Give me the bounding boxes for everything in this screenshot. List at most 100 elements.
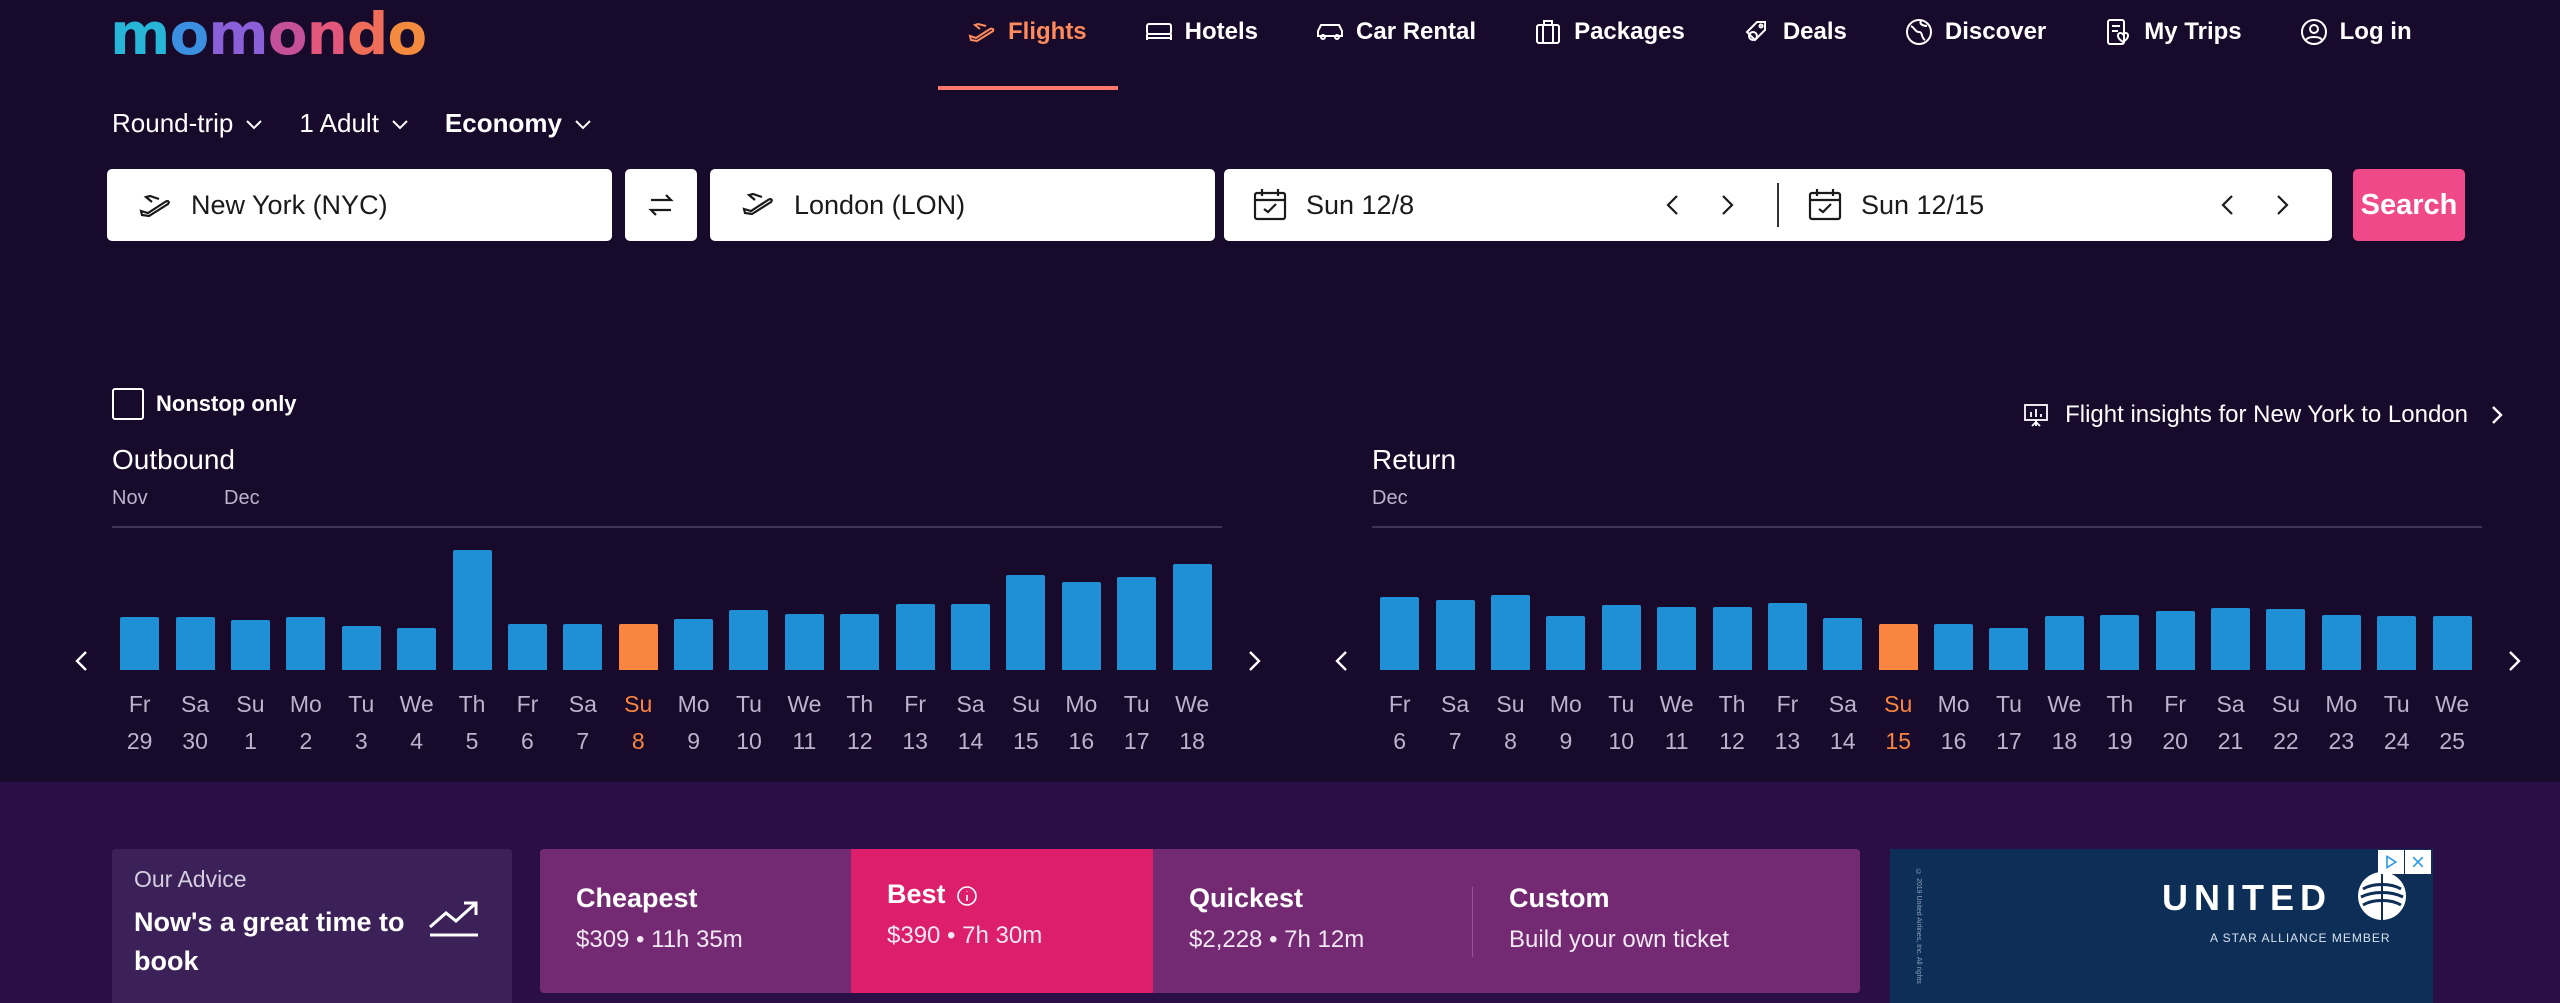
bar-column[interactable]	[943, 530, 998, 670]
return-date-label[interactable]: We 18	[2037, 686, 2092, 760]
outbound-date-label[interactable]: Th 5	[444, 686, 499, 760]
travelers-dropdown[interactable]: 1 Adult	[299, 108, 411, 139]
return-date-label[interactable]: Mo 23	[2314, 686, 2369, 760]
return-price-bar[interactable]	[2155, 611, 2195, 670]
bar-column[interactable]	[998, 530, 1053, 670]
destination-field[interactable]: London (LON)	[710, 169, 1215, 241]
return-price-bar[interactable]	[2211, 608, 2251, 670]
bar-column[interactable]	[2203, 530, 2258, 670]
return-price-bar[interactable]	[1601, 605, 1641, 670]
outbound-price-bar[interactable]	[563, 624, 603, 670]
return-date-label[interactable]: Th 12	[1704, 686, 1759, 760]
search-button[interactable]: Search	[2353, 169, 2465, 241]
outbound-date-label[interactable]: Sa 30	[167, 686, 222, 760]
outbound-price-bar[interactable]	[840, 614, 880, 670]
return-price-bar[interactable]	[2377, 616, 2417, 670]
nav-packages[interactable]: Packages	[1504, 0, 1713, 64]
bar-column[interactable]	[444, 530, 499, 670]
chevron-left-icon[interactable]	[2214, 191, 2242, 219]
return-price-bar[interactable]	[1490, 595, 1530, 670]
nonstop-checkbox[interactable]	[112, 388, 144, 420]
return-date-field[interactable]: Sun 12/15	[1779, 169, 2332, 241]
chevron-right-icon[interactable]	[2268, 191, 2296, 219]
bar-column[interactable]	[555, 530, 610, 670]
bar-column[interactable]	[832, 530, 887, 670]
bar-column[interactable]	[2147, 530, 2202, 670]
outbound-date-label[interactable]: We 18	[1164, 686, 1219, 760]
bar-column[interactable]	[1538, 530, 1593, 670]
momondo-logo[interactable]: momondo	[110, 4, 427, 64]
outbound-next-icon[interactable]	[1240, 647, 1268, 675]
depart-date-field[interactable]: Sun 12/8	[1224, 169, 1777, 241]
bar-column[interactable]	[2314, 530, 2369, 670]
ad-close-icon[interactable]	[2405, 850, 2431, 874]
outbound-date-label[interactable]: Su 15	[998, 686, 1053, 760]
return-date-label[interactable]: Tu 17	[1981, 686, 2036, 760]
bar-column[interactable]	[1760, 530, 1815, 670]
return-date-label[interactable]: Su 15	[1871, 686, 1926, 760]
tab-custom[interactable]: Custom Build your own ticket	[1473, 849, 1860, 993]
united-ad-banner[interactable]: © 2019 United Airlines, Inc. All rights …	[1890, 849, 2433, 1003]
return-price-bar[interactable]	[1767, 603, 1807, 670]
return-price-bar[interactable]	[1712, 607, 1752, 670]
return-price-bar[interactable]	[1546, 616, 1586, 670]
outbound-date-label[interactable]: Mo 2	[278, 686, 333, 760]
chevron-right-icon[interactable]	[1713, 191, 1741, 219]
tab-cheapest[interactable]: Cheapest $309 • 11h 35m	[540, 849, 851, 993]
return-date-label[interactable]: We 11	[1649, 686, 1704, 760]
return-price-bar[interactable]	[2044, 616, 2084, 670]
return-date-label[interactable]: Th 19	[2092, 686, 2147, 760]
return-date-label[interactable]: Tu 24	[2369, 686, 2424, 760]
tab-quickest[interactable]: Quickest $2,228 • 7h 12m	[1153, 849, 1473, 993]
bar-column[interactable]	[1483, 530, 1538, 670]
outbound-price-bar[interactable]	[1006, 575, 1046, 670]
return-price-bar[interactable]	[1823, 618, 1863, 670]
return-price-bar[interactable]	[1934, 624, 1974, 670]
outbound-date-label[interactable]: Tu 3	[334, 686, 389, 760]
outbound-price-bar[interactable]	[507, 624, 547, 670]
bar-column[interactable]	[1815, 530, 1870, 670]
return-date-label[interactable]: Sa 7	[1427, 686, 1482, 760]
return-price-bar[interactable]	[1435, 600, 1475, 670]
bar-column[interactable]	[666, 530, 721, 670]
return-date-label[interactable]: Sa 14	[1815, 686, 1870, 760]
info-icon[interactable]	[956, 885, 978, 907]
outbound-date-label[interactable]: Fr 29	[112, 686, 167, 760]
bar-column[interactable]	[1372, 530, 1427, 670]
bar-column[interactable]	[2258, 530, 2313, 670]
outbound-date-label[interactable]: Sa 14	[943, 686, 998, 760]
outbound-date-label[interactable]: Tu 10	[721, 686, 776, 760]
return-date-label[interactable]: Tu 10	[1594, 686, 1649, 760]
outbound-date-label[interactable]: Fr 6	[500, 686, 555, 760]
bar-column[interactable]	[1926, 530, 1981, 670]
bar-column[interactable]	[887, 530, 942, 670]
nav-discover[interactable]: Discover	[1875, 0, 2074, 64]
outbound-date-label[interactable]: We 4	[389, 686, 444, 760]
nav-car-rental[interactable]: Car Rental	[1286, 0, 1504, 64]
outbound-price-bar[interactable]	[120, 617, 160, 670]
return-date-label[interactable]: Mo 16	[1926, 686, 1981, 760]
bar-column[interactable]	[1109, 530, 1164, 670]
outbound-price-bar[interactable]	[1117, 577, 1157, 670]
return-price-bar[interactable]	[1989, 628, 2029, 670]
outbound-price-bar[interactable]	[230, 620, 270, 670]
outbound-date-label[interactable]: Su 8	[611, 686, 666, 760]
bar-column[interactable]	[167, 530, 222, 670]
outbound-date-label[interactable]: Mo 9	[666, 686, 721, 760]
outbound-price-bar[interactable]	[618, 624, 658, 670]
bar-column[interactable]	[2369, 530, 2424, 670]
bar-column[interactable]	[1164, 530, 1219, 670]
bar-column[interactable]	[1871, 530, 1926, 670]
outbound-price-bar[interactable]	[1172, 564, 1212, 670]
bar-column[interactable]	[1981, 530, 2036, 670]
return-date-label[interactable]: Fr 13	[1760, 686, 1815, 760]
return-price-bar[interactable]	[2321, 615, 2361, 670]
flight-insights-link[interactable]: Flight insights for New York to London	[2021, 400, 2512, 430]
bar-column[interactable]	[1704, 530, 1759, 670]
adchoices-icon[interactable]	[2378, 850, 2404, 874]
return-date-label[interactable]: Fr 20	[2147, 686, 2202, 760]
outbound-date-label[interactable]: Sa 7	[555, 686, 610, 760]
bar-column[interactable]	[389, 530, 444, 670]
bar-column[interactable]	[1649, 530, 1704, 670]
outbound-date-label[interactable]: Mo 16	[1054, 686, 1109, 760]
